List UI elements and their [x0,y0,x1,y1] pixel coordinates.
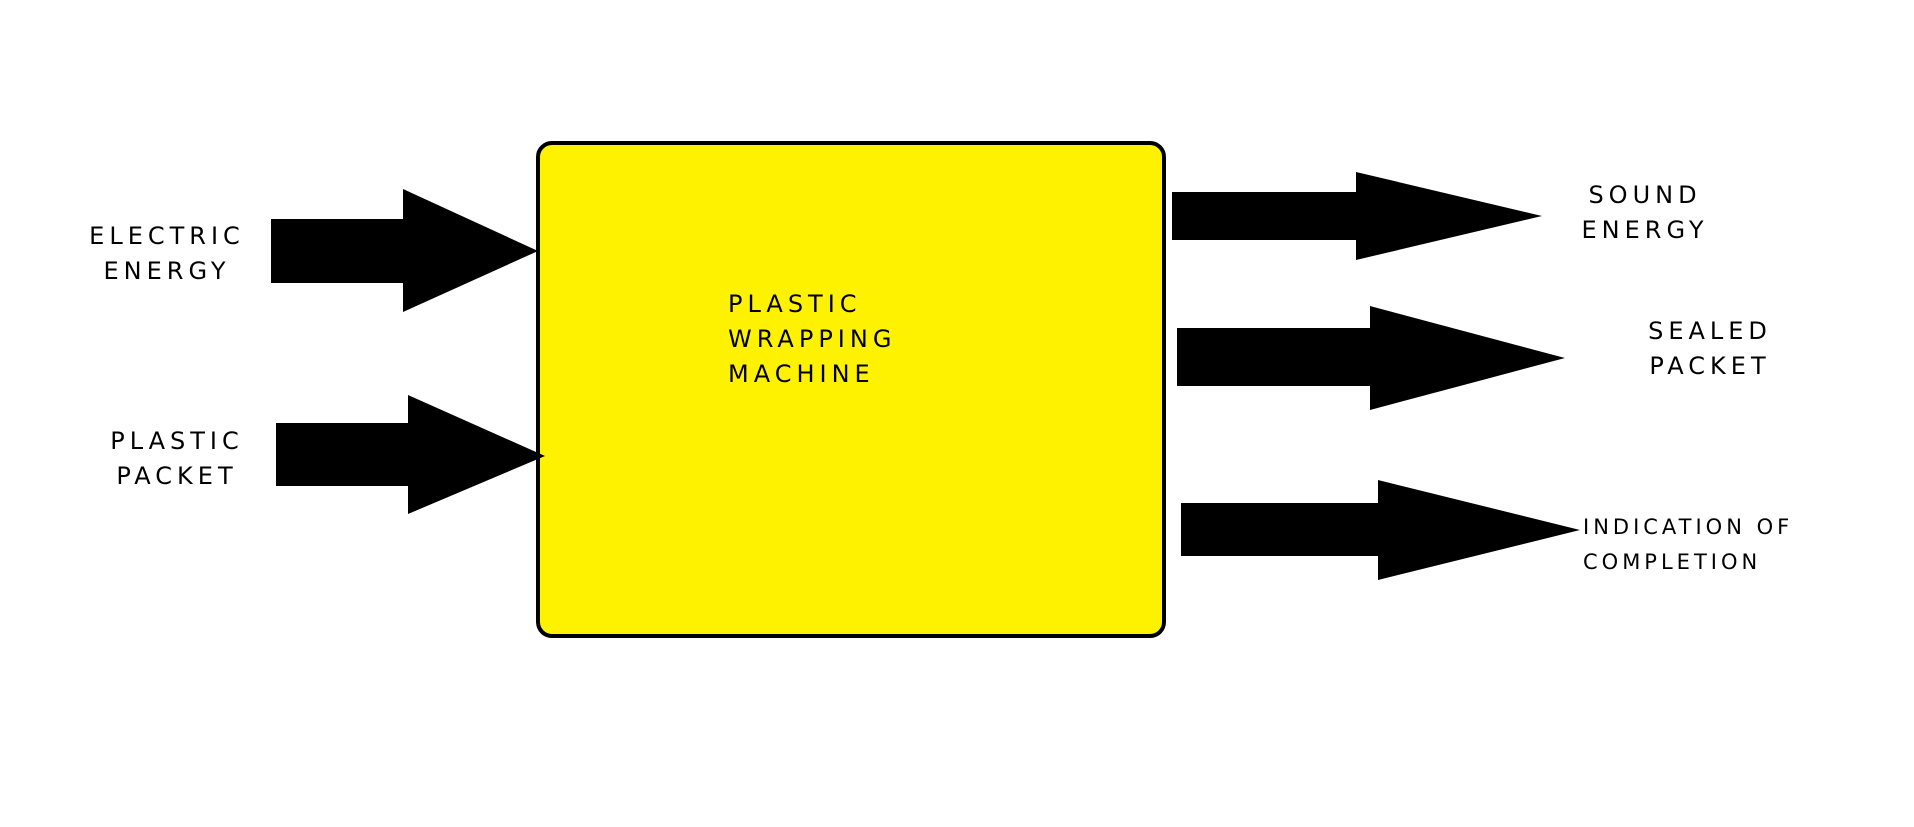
machine-box [536,141,1166,638]
input-label-electric-energy-line-1: ELECTRIC [89,222,245,250]
output-label-sealed-packet-line-2: PACKET [1649,352,1771,380]
output-label-sound-energy-line-2: ENERGY [1581,216,1709,244]
machine-label-line-3: MACHINE [728,360,875,388]
machine-label-line-1: PLASTIC [728,290,862,318]
output-label-sound-energy: SOUND ENERGY [1560,178,1730,248]
output-arrow-indication [1181,480,1580,580]
output-label-indication-line-2: COMPLETION [1583,550,1762,574]
machine-label-line-2: WRAPPING [728,325,897,353]
input-label-plastic-packet: PLASTIC PACKET [92,424,262,494]
output-arrow-sound-energy [1172,172,1542,260]
output-label-sound-energy-line-1: SOUND [1588,181,1702,209]
input-label-plastic-packet-line-1: PLASTIC [110,427,244,455]
machine-label: PLASTIC WRAPPING MACHINE [728,287,896,392]
output-label-sealed-packet-line-1: SEALED [1648,317,1772,345]
input-arrow-electric-energy [271,189,538,312]
input-label-electric-energy-line-2: ENERGY [103,257,231,285]
output-label-indication: INDICATION OF COMPLETION [1583,510,1793,580]
input-arrow-plastic-packet [276,395,545,514]
input-label-plastic-packet-line-2: PACKET [116,462,238,490]
output-label-indication-line-1: INDICATION OF [1583,515,1794,539]
output-label-sealed-packet: SEALED PACKET [1625,314,1795,384]
output-arrow-sealed-packet [1177,306,1565,410]
input-label-electric-energy: ELECTRIC ENERGY [72,219,262,289]
